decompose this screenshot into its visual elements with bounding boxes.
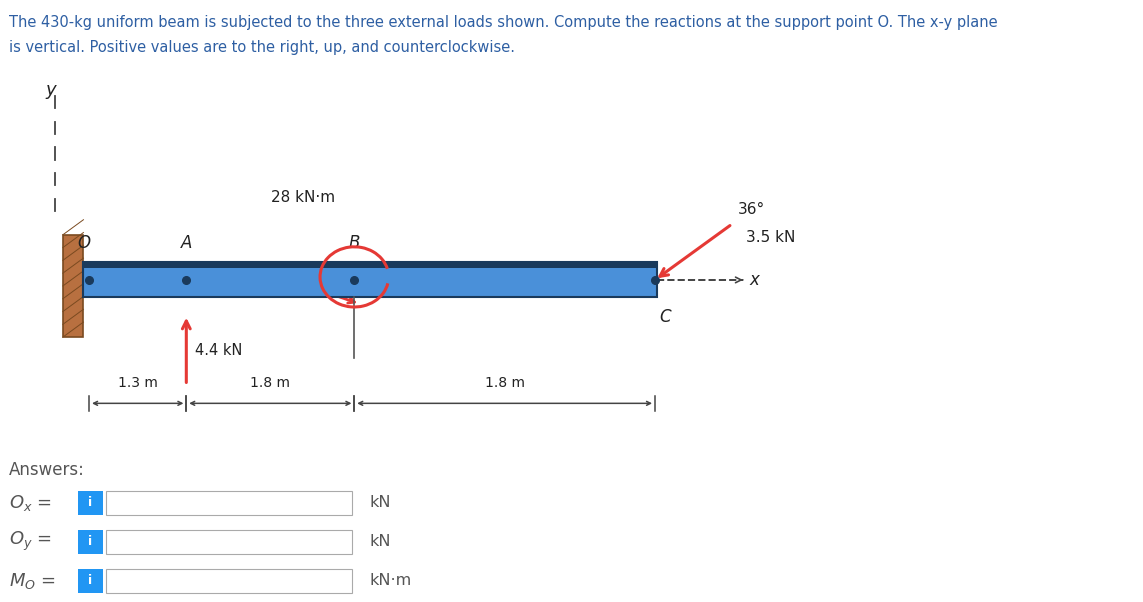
FancyBboxPatch shape — [106, 530, 352, 554]
Text: 1.8 m: 1.8 m — [250, 376, 290, 390]
Text: C: C — [660, 308, 671, 326]
Text: The 430-kg uniform beam is subjected to the three external loads shown. Compute : The 430-kg uniform beam is subjected to … — [9, 15, 998, 30]
Bar — [83, 262, 657, 297]
Text: 1.8 m: 1.8 m — [485, 376, 525, 390]
Bar — [63, 235, 83, 337]
Text: $O_y$ =: $O_y$ = — [9, 530, 53, 553]
FancyBboxPatch shape — [106, 491, 352, 515]
Text: B: B — [349, 234, 360, 252]
Text: 4.4 kN: 4.4 kN — [195, 343, 242, 358]
Bar — [83, 262, 657, 268]
Text: is vertical. Positive values are to the right, up, and counterclockwise.: is vertical. Positive values are to the … — [9, 40, 515, 55]
FancyBboxPatch shape — [78, 491, 103, 515]
Text: kN·m: kN·m — [369, 574, 411, 588]
FancyBboxPatch shape — [106, 569, 352, 593]
Text: 28 kN·m: 28 kN·m — [271, 190, 335, 205]
Text: A: A — [181, 234, 192, 252]
Text: i: i — [88, 496, 93, 509]
Text: Answers:: Answers: — [9, 461, 85, 479]
Text: 36°: 36° — [738, 202, 765, 217]
Text: i: i — [88, 574, 93, 588]
Text: kN: kN — [369, 495, 391, 510]
Text: $O_x$ =: $O_x$ = — [9, 492, 53, 513]
Text: i: i — [88, 535, 93, 548]
Text: 1.3 m: 1.3 m — [118, 376, 158, 390]
Text: $M_O$ =: $M_O$ = — [9, 571, 56, 591]
FancyBboxPatch shape — [78, 530, 103, 554]
Text: 3.5 kN: 3.5 kN — [746, 230, 796, 245]
Text: x: x — [750, 271, 760, 289]
Text: O: O — [77, 234, 90, 252]
Text: y: y — [45, 81, 56, 99]
Text: kN: kN — [369, 535, 391, 549]
FancyBboxPatch shape — [78, 569, 103, 593]
